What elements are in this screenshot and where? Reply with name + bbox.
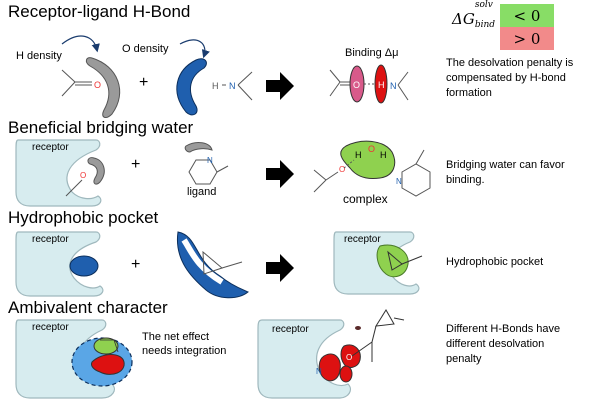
bridging-description: Bridging water can favor binding. <box>446 158 565 188</box>
ambivalent-ligand-lines <box>100 339 119 353</box>
hbond-red-lobe-c <box>339 365 353 383</box>
svg-text:H: H <box>378 80 385 90</box>
h-density-label: H density <box>16 50 62 62</box>
plus-sign-3: + <box>131 256 141 273</box>
pyridine-ligand <box>188 159 229 185</box>
ambivalent-desc-line-1: Different H-Bonds have <box>446 323 561 335</box>
delta-g-subscript: bind <box>474 20 496 30</box>
svg-text:N: N <box>316 367 322 376</box>
grey-crescent-row2 <box>87 157 105 185</box>
svg-text:H: H <box>380 150 387 160</box>
svg-text:N: N <box>390 81 397 91</box>
hbond-description: The desolvation penalty is compensated b… <box>446 56 573 101</box>
ambivalent-note-line-2: needs integration <box>142 345 227 357</box>
svg-text:H: H <box>355 150 362 160</box>
receptor-shape-row4-right <box>257 319 352 399</box>
h-density-crescent <box>85 57 121 118</box>
h-density-red-lobe <box>374 64 388 104</box>
receptor-shape-row2 <box>15 139 102 207</box>
cyclopropyl-ligand <box>202 250 243 275</box>
ambivalent-desc-line-2: different desolvation <box>446 338 545 350</box>
row-title-hydrophobic: Hydrophobic pocket <box>8 208 159 227</box>
ambivalent-green-region <box>93 337 119 355</box>
receptor-label-row4-right: receptor <box>272 324 309 335</box>
svg-text:N: N <box>229 81 236 91</box>
bridging-water-blob <box>340 140 396 179</box>
receptor-shape-row3 <box>15 231 104 297</box>
ambivalent-red-region <box>91 354 125 375</box>
cyclopropyl-bound <box>387 250 423 271</box>
svg-text:N: N <box>207 156 213 165</box>
plus-sign-2: + <box>131 156 141 173</box>
bridging-desc-line-2: binding. <box>446 174 485 186</box>
o-density-label: O density <box>122 43 169 55</box>
svg-text:H: H <box>212 81 219 91</box>
row-title-bridging: Beneficial bridging water <box>8 118 194 137</box>
svg-text:O: O <box>346 353 352 362</box>
svg-text:O: O <box>80 171 86 180</box>
hbond-red-lobe-b <box>340 344 361 368</box>
o-density-arrow <box>179 39 210 59</box>
h-density-arrow <box>61 35 100 53</box>
svg-text:O: O <box>353 80 360 90</box>
delta-g-positive-cell: > 0 <box>500 27 554 50</box>
reaction-arrow-1 <box>266 72 294 100</box>
grey-crescent-ligand-top <box>184 142 213 153</box>
hydrophobic-ligand-green <box>376 244 409 278</box>
svg-text:N: N <box>396 177 402 186</box>
hydrophilic-crescent-large <box>176 231 249 299</box>
row-title-ambivalent: Ambivalent character <box>8 298 168 317</box>
row-title-hbond: Receptor-ligand H-Bond <box>8 2 191 21</box>
bridging-desc-line-1: Bridging water can favor <box>446 159 565 171</box>
complex-pyridine <box>401 149 431 197</box>
receptor-label-row3-left: receptor <box>32 234 69 245</box>
svg-text:O: O <box>368 144 375 154</box>
ambivalent-note-line-1: The net effect <box>142 331 210 343</box>
crescent-inner-highlight <box>181 238 224 285</box>
ambivalent-note: The net effect needs integration <box>142 330 226 358</box>
delta-g-main: ΔG <box>452 10 475 28</box>
receptor-label-row2: receptor <box>32 142 69 153</box>
reaction-arrow-2 <box>266 160 294 188</box>
plus-sign-1: + <box>139 74 149 91</box>
receptor-label-row3-right: receptor <box>344 234 381 245</box>
ambivalent-desc-line-3: penalty <box>446 353 482 365</box>
delta-g-sign-table: < 0 > 0 <box>500 4 554 50</box>
svg-text:O: O <box>94 80 101 90</box>
hbond-desc-line-3: formation <box>446 87 492 99</box>
reaction-arrow-3 <box>266 254 294 282</box>
o-density-crescent <box>176 58 207 116</box>
receptor-label-row4-left: receptor <box>32 322 69 333</box>
delta-g-superscript: solv <box>474 0 493 10</box>
carbonyl-in-pocket <box>65 179 83 197</box>
dark-dot <box>355 326 361 330</box>
complex-label: complex <box>343 192 388 206</box>
hbond-desc-line-2: compensated by H-bond <box>446 72 566 84</box>
ambivalent-ligand-right <box>351 309 405 362</box>
svg-text:O: O <box>339 165 345 174</box>
carbonyl-molecule-left <box>61 69 92 97</box>
amine-molecule-left <box>222 71 253 101</box>
binding-delta-mu-label: Binding Δμ <box>345 47 399 59</box>
complex-carbonyl <box>313 169 339 193</box>
delta-g-negative-cell: < 0 <box>500 4 554 27</box>
hbond-red-lobe-a <box>318 353 341 382</box>
hbond-desc-line-1: The desolvation penalty is <box>446 57 574 69</box>
amine-molecule-right <box>397 71 409 101</box>
delta-g-symbol: ΔG solv bind <box>452 0 495 30</box>
hydrophilic-pocket-oval <box>69 255 99 277</box>
ligand-label: ligand <box>187 186 217 198</box>
ambivalent-description: Different H-Bonds have different desolva… <box>446 322 560 367</box>
hydrophobic-description: Hydrophobic pocket <box>446 256 544 268</box>
